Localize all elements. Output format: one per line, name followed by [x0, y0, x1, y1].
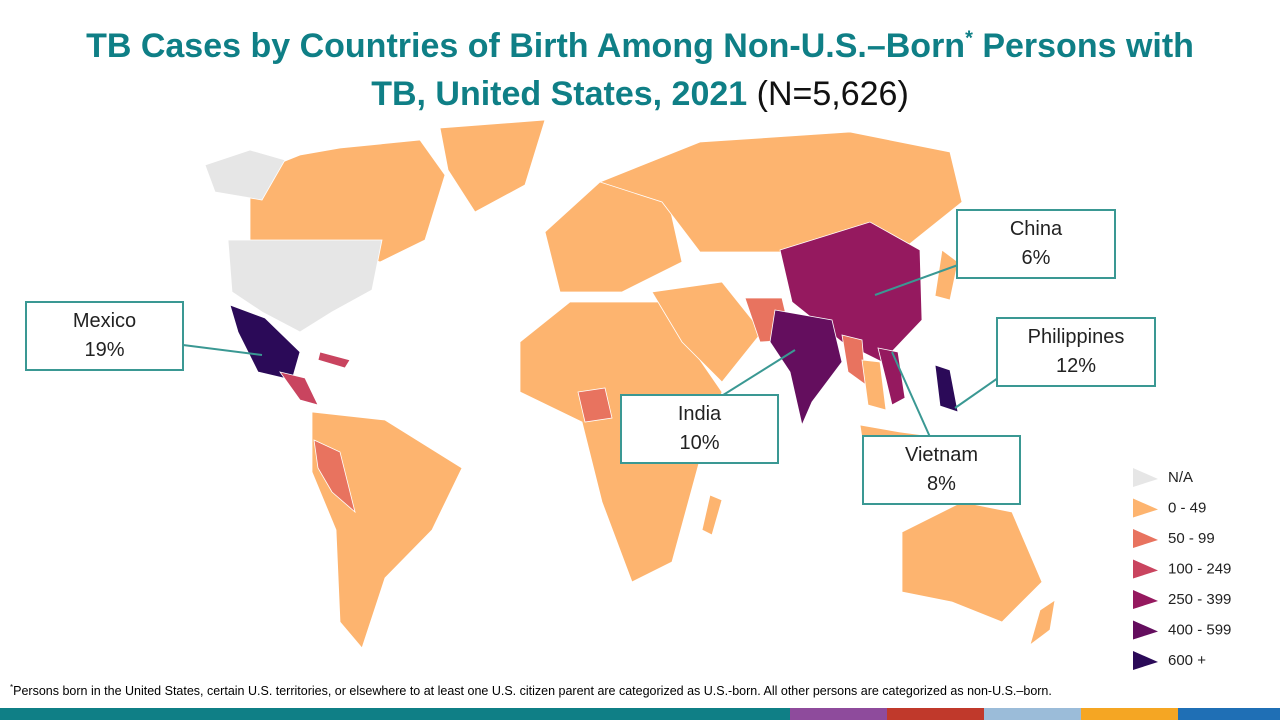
new-zealand: [1029, 599, 1056, 647]
legend-swatch: [1133, 559, 1158, 579]
caribbean: [317, 351, 351, 369]
thailand: [861, 359, 887, 411]
australia: [901, 501, 1043, 623]
vietnam: [877, 347, 906, 406]
legend-label: 0 - 49: [1168, 499, 1206, 516]
bar-segment: [984, 708, 1081, 720]
footnote-mark: *: [10, 683, 14, 692]
legend-label: 400 - 599: [1168, 621, 1231, 638]
callout-share: 10%: [679, 432, 720, 454]
legend-label: 250 - 399: [1168, 591, 1231, 608]
bar-segment: [0, 708, 790, 720]
countries: [204, 119, 1056, 649]
callout-share: 12%: [1055, 355, 1097, 377]
callout-share: 19%: [84, 339, 125, 361]
callout-country: Vietnam: [904, 444, 978, 466]
title: TB Cases by Countries of Birth Among Non…: [0, 22, 1280, 118]
callout-country: India: [677, 403, 722, 425]
callout-share: 8%: [927, 473, 956, 495]
legend: N/A 0 - 49 50 - 99 100 - 249 250 - 399 400 - …: [1133, 468, 1231, 670]
alaska: [204, 149, 286, 201]
bar-segment: [790, 708, 887, 720]
leader-line: [719, 349, 796, 398]
title-text: Persons with: [972, 27, 1194, 65]
legend-swatch: [1133, 651, 1158, 670]
callout-country: Philippines: [1027, 326, 1125, 348]
callout-share: 6%: [1021, 247, 1051, 269]
india: [769, 309, 843, 427]
russia: [598, 131, 963, 253]
greenland: [439, 119, 546, 213]
leader-line: [954, 377, 999, 409]
south-america: [311, 411, 463, 649]
japan: [934, 249, 959, 301]
title-text: TB, United States, 2021: [371, 75, 748, 113]
leader-line: [182, 344, 263, 356]
peru: [313, 439, 356, 514]
leader-lines: [182, 264, 999, 438]
title-text: TB Cases by Countries of Birth Among Non…: [86, 27, 966, 65]
middle-east: [651, 281, 763, 383]
callout: Mexico 19%: [25, 301, 184, 371]
leader-line: [891, 351, 931, 438]
legend-swatch: [1133, 620, 1158, 640]
footnote: *Persons born in the United States, cert…: [10, 683, 1052, 698]
central-america: [279, 371, 319, 406]
callout: Vietnam 8%: [862, 435, 1021, 505]
bar-segment: [887, 708, 984, 720]
title-mark: *: [965, 27, 973, 50]
callout: India 10%: [620, 394, 779, 464]
legend-label: 50 - 99: [1168, 530, 1215, 547]
leader-line: [874, 264, 959, 296]
philippines: [934, 364, 959, 413]
bottom-bar: [0, 708, 1280, 720]
nigeria: [577, 387, 613, 423]
callout: Philippines 12%: [996, 317, 1156, 387]
bar-segment: [1178, 708, 1280, 720]
callout: China 6%: [956, 209, 1116, 279]
legend-swatch: [1133, 590, 1158, 609]
legend-swatch: [1133, 498, 1158, 518]
legend-swatch: [1133, 529, 1158, 548]
usa: [227, 239, 383, 333]
title-count: (N=5,626): [756, 75, 909, 113]
legend-swatch: [1133, 468, 1158, 487]
legend-label: 600 +: [1168, 652, 1206, 669]
callout-country: Mexico: [72, 310, 137, 332]
callout-country: China: [1009, 218, 1063, 240]
madagascar: [701, 494, 723, 536]
legend-label: N/A: [1168, 469, 1193, 486]
legend-label: 100 - 249: [1168, 560, 1231, 577]
bar-segment: [1081, 708, 1178, 720]
china: [779, 221, 923, 363]
footnote-text: Persons born in the United States, certa…: [13, 684, 1052, 699]
